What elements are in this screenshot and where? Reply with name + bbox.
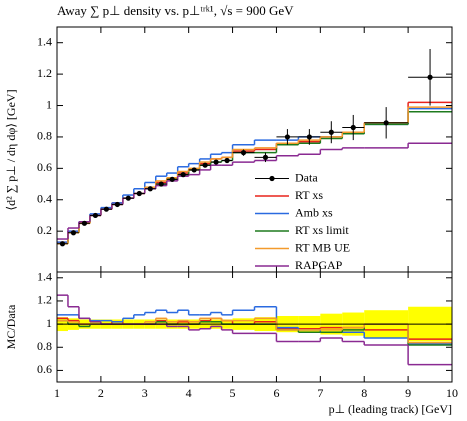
y-tick-label: 1 [46,316,52,330]
x-tick-label: 1 [54,386,60,400]
data-point [125,195,131,201]
y-tick-label: 0.6 [37,362,52,376]
y-tick-label: 0.6 [37,160,52,174]
plot-frame [56,271,453,383]
legend-label: RT xs [295,188,323,202]
data-point [81,220,88,226]
data-point [70,230,77,236]
data-point [158,181,164,187]
data-point [169,176,175,182]
data-point [350,124,356,131]
data-point [202,162,208,168]
data-point [213,159,219,165]
data-point [114,201,120,208]
x-tick-label: 10 [446,386,458,400]
data-point [284,134,291,140]
y-tick-label: 0.8 [37,129,52,143]
x-tick-label: 4 [186,386,192,400]
y-tick-label: 1.4 [37,34,52,48]
x-tick-label: 9 [405,386,411,400]
y-tick-label: 0.8 [37,339,52,353]
data-point [92,212,99,219]
legend-label: Amb xs [295,205,333,219]
legend-label: Data [295,170,318,184]
legend-label: RT MB UE [295,240,350,254]
legend-label: RT xs limit [295,223,349,237]
x-tick-label: 2 [98,386,104,400]
data-point [59,241,66,247]
data-point [240,150,247,156]
data-point [191,167,197,173]
data-point [328,129,334,135]
data-point [180,172,186,178]
y-tick-label: 0.4 [37,192,52,206]
data-point [224,157,230,164]
y-tick-label: 1.2 [37,293,52,307]
data-point [147,186,153,192]
data-point [427,74,433,80]
x-tick-label: 7 [317,386,323,400]
chart-title: Away ∑ p⊥ density vs. p⊥ᵗʳᵏ¹, √s = 900 G… [57,3,294,18]
y-axis-label: ⟨d² ∑ p⊥ / dη dφ⟩ [GeV] [4,89,18,210]
data-point [136,190,142,197]
y-tick-label: 0.2 [37,223,52,237]
legend-marker [269,175,275,182]
y-tick-label: 1.2 [37,66,52,80]
x-tick-label: 3 [142,386,148,400]
ratio-plot [57,294,452,366]
x-tick-label: 6 [273,386,279,400]
x-tick-label: 8 [361,386,367,400]
y-tick-label: 1 [46,97,52,111]
data-point [262,154,269,160]
data-point [103,206,109,212]
x-tick-label: 5 [230,386,236,400]
ratio-y-axis-label: MC/Data [4,304,18,349]
legend-label: RAPGAP [295,258,343,272]
data-point [306,134,312,140]
data-point [383,120,389,126]
x-axis-label: p⊥ (leading track) [GeV] [329,402,452,416]
y-tick-label: 1.4 [37,270,52,284]
